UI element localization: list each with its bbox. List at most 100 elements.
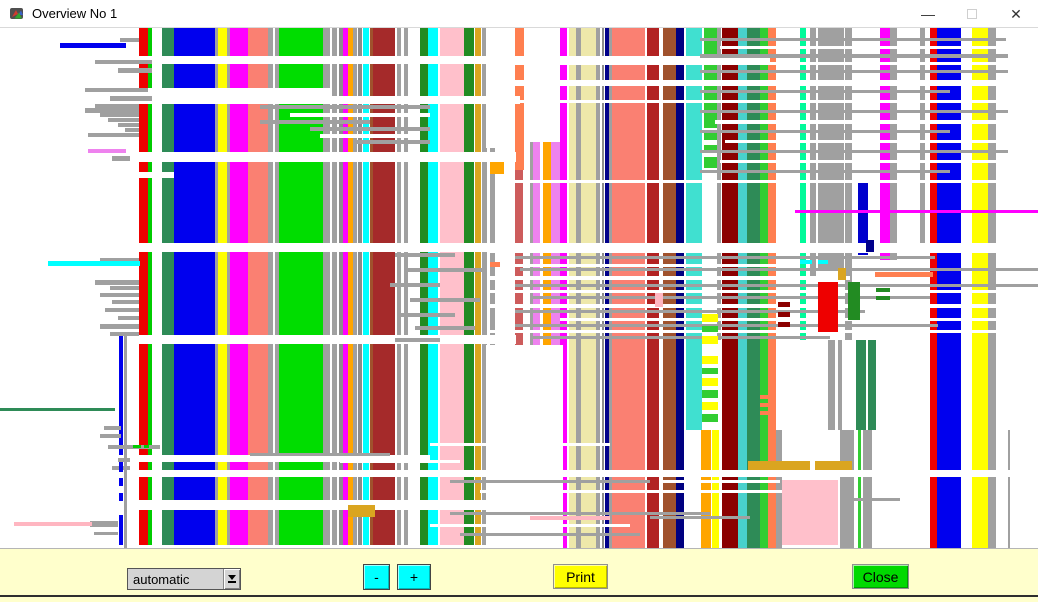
canvas-stripe [218, 28, 227, 548]
canvas-stripe [747, 28, 760, 548]
canvas-stripe [609, 28, 612, 548]
canvas-mark [782, 480, 838, 545]
canvas-mark [48, 261, 140, 266]
canvas-gap [486, 28, 515, 148]
minimize-button[interactable]: — [921, 6, 935, 22]
canvas-mark [700, 38, 1006, 41]
canvas-mark [90, 521, 118, 527]
canvas-gap [85, 96, 520, 104]
canvas-mark [815, 461, 852, 470]
canvas-mark [125, 128, 139, 132]
canvas-mark [355, 140, 430, 144]
canvas-stripe [972, 28, 988, 548]
canvas-mark [120, 38, 139, 42]
canvas-mark [94, 532, 118, 535]
canvas-stripe [738, 28, 747, 548]
canvas-mark [702, 378, 718, 386]
canvas-mark [104, 426, 121, 430]
canvas-mark [515, 256, 935, 259]
canvas-gap [130, 56, 770, 64]
canvas-stripe [1008, 430, 1010, 548]
canvas-gap [130, 500, 520, 510]
canvas-mark [400, 313, 455, 317]
canvas-mark [100, 293, 139, 297]
canvas-stripe [930, 28, 937, 548]
canvas-mark [100, 324, 139, 329]
dropdown-arrow-icon[interactable] [223, 569, 240, 589]
close-window-button[interactable]: ✕ [1010, 5, 1022, 22]
canvas-mark [650, 516, 750, 519]
canvas-mark [840, 498, 900, 501]
canvas-gap [290, 113, 430, 117]
canvas-mark [0, 408, 115, 411]
canvas-stripe [760, 28, 768, 548]
canvas-mark [655, 293, 663, 307]
canvas-mark [700, 170, 950, 173]
canvas-mark [260, 120, 370, 124]
canvas-gap [776, 28, 800, 430]
canvas-mark [14, 522, 92, 526]
canvas-stripe [663, 28, 676, 548]
app-icon [9, 6, 25, 22]
canvas-mark [700, 150, 1008, 153]
canvas-mark [395, 253, 455, 257]
canvas-mark [760, 411, 776, 415]
canvas-mark [700, 70, 1008, 73]
canvas-mark [450, 512, 710, 515]
canvas-mark [105, 308, 139, 312]
canvas-stripe [686, 28, 702, 430]
canvas-stripe [704, 28, 717, 168]
canvas-mark [876, 288, 890, 292]
canvas-mark [118, 68, 152, 73]
canvas-stripe [863, 430, 872, 548]
canvas-mark [100, 113, 139, 117]
canvas-gap [490, 250, 1038, 253]
zoom-out-button[interactable]: - [363, 564, 390, 590]
canvas-stripe [227, 28, 230, 548]
canvas-mark [490, 262, 500, 267]
canvas-mark [119, 515, 123, 545]
print-button[interactable]: Print [553, 564, 608, 589]
canvas-mark [760, 403, 776, 407]
canvas-stripe [890, 28, 897, 260]
canvas-stripe [323, 28, 330, 548]
title-bar: Overview No 1 — ✕ [0, 0, 1038, 28]
canvas-stripe [838, 340, 842, 430]
canvas-stripe [124, 335, 127, 548]
canvas-stripe [119, 335, 123, 455]
zoom-in-button[interactable]: + [397, 564, 431, 590]
canvas-mark [838, 268, 846, 280]
maximize-button[interactable] [950, 0, 994, 28]
canvas-stripe [828, 340, 835, 430]
canvas-mark [700, 110, 1008, 113]
canvas-gap [130, 88, 332, 96]
close-button[interactable]: Close [852, 564, 909, 589]
canvas-mark [702, 314, 718, 322]
canvas-mark [119, 478, 123, 486]
canvas-mark [110, 332, 139, 336]
canvas-stripe [363, 28, 369, 548]
bottom-toolbar: automatic - + Print Close [0, 548, 1038, 602]
canvas-stripe [339, 28, 343, 548]
canvas-stripe [397, 28, 401, 548]
canvas-stripe [776, 430, 782, 548]
scale-dropdown-value: automatic [133, 571, 190, 587]
canvas-gap [720, 160, 1008, 163]
canvas-mark [530, 336, 830, 339]
canvas-gap [490, 290, 1038, 293]
canvas-stripe [676, 28, 684, 548]
scale-dropdown[interactable]: automatic [127, 568, 241, 590]
canvas-mark [700, 90, 950, 93]
canvas-mark [144, 445, 149, 448]
canvas-mark [702, 368, 718, 374]
overview-canvas[interactable] [0, 28, 1038, 548]
canvas-stripe [722, 28, 738, 548]
canvas-mark [702, 326, 718, 332]
canvas-mark [108, 118, 139, 122]
canvas-stripe [868, 340, 876, 430]
canvas-mark [778, 302, 790, 307]
canvas-stripe [605, 28, 609, 548]
canvas-gap [130, 335, 516, 344]
canvas-gap [720, 46, 1008, 49]
canvas-mark [60, 43, 126, 48]
